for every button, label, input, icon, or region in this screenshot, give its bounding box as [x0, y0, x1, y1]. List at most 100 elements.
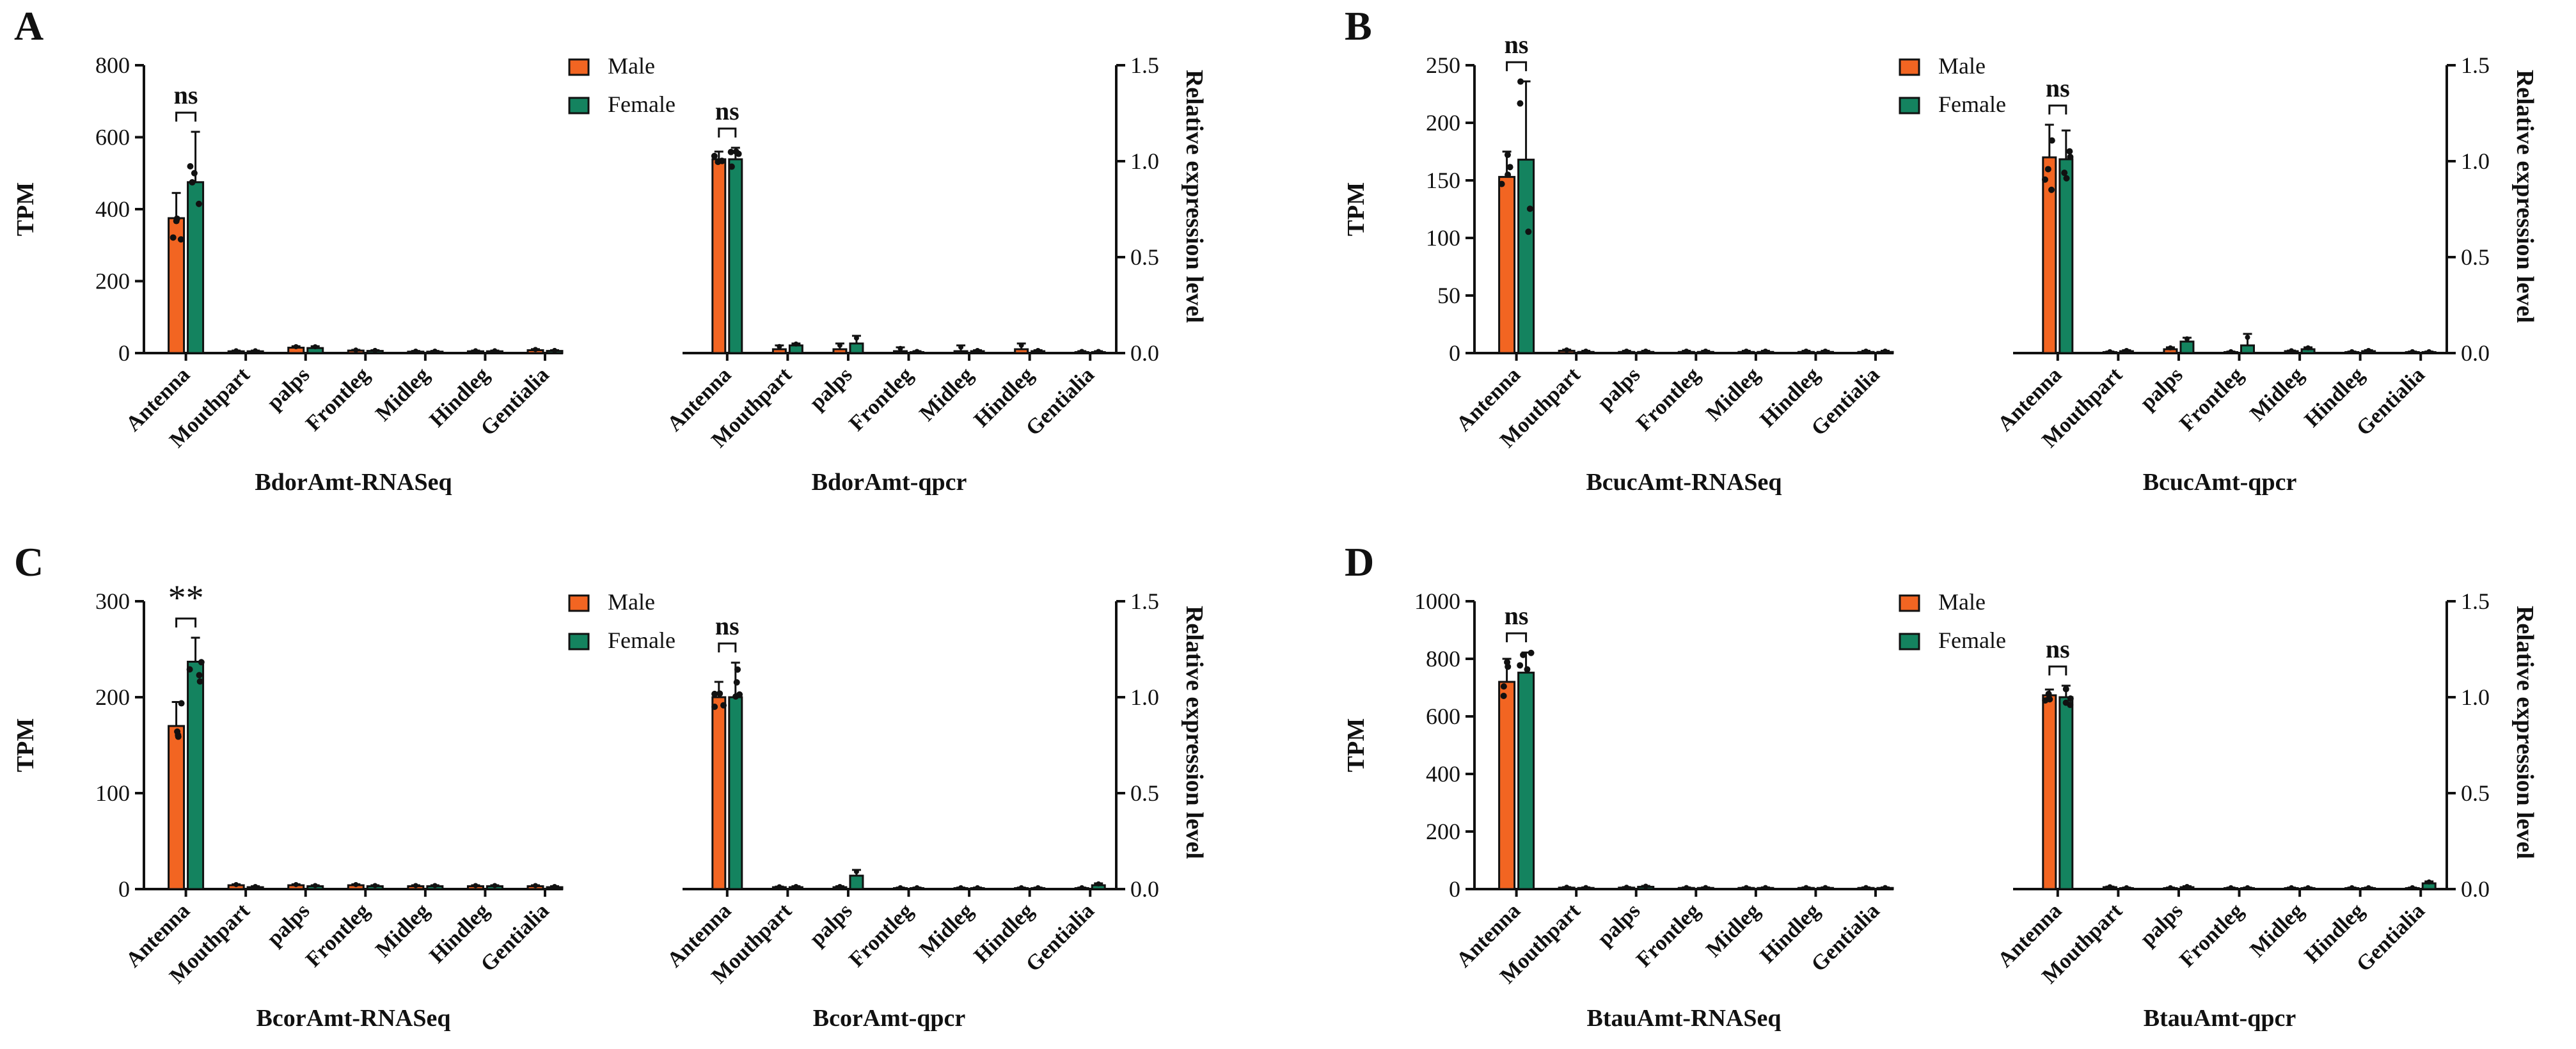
chart-title: BcucAmt-RNASeq: [1586, 469, 1782, 496]
data-point: [2062, 686, 2069, 693]
data-point: [1564, 885, 1570, 890]
data-point: [1762, 885, 1768, 890]
chart-title: BtauAmt-qpcr: [2144, 1005, 2296, 1032]
x-tick-label: palps: [262, 899, 314, 950]
data-point: [2167, 885, 2173, 890]
significance-bracket: [2048, 665, 2067, 675]
x-tick-label: Midleg: [2245, 899, 2308, 961]
data-point: [1822, 885, 1828, 890]
legend-swatch-male: [568, 58, 590, 76]
data-point: [853, 335, 859, 341]
data-point: [716, 690, 723, 697]
legend-label-male: Male: [1938, 53, 1986, 79]
y-tick-label: 1.0: [2461, 684, 2490, 710]
data-point: [552, 347, 558, 353]
legend-label-male: Male: [608, 589, 655, 615]
data-point: [727, 148, 734, 155]
y-axis-label: Relative expression level: [1181, 70, 1208, 323]
legend: Male Female: [1899, 53, 2006, 117]
data-point: [372, 347, 378, 353]
x-tick-label: Frontleg: [2175, 363, 2248, 436]
data-point: [734, 666, 741, 673]
chart-title: BdorAmt-RNASeq: [255, 469, 452, 496]
bar-female-antenna: [187, 661, 205, 890]
data-point: [2046, 695, 2053, 702]
data-point: [175, 732, 182, 739]
legend-swatch-female: [1899, 97, 1920, 114]
y-tick-label: 100: [95, 780, 130, 806]
data-point: [1504, 659, 1511, 666]
x-tick-label: Frontleg: [301, 899, 374, 972]
panel-letter: C: [14, 539, 43, 585]
x-tick-label: Frontleg: [1632, 363, 1705, 436]
data-point: [2426, 349, 2432, 354]
y-tick-label: 0: [118, 876, 130, 902]
bar-female-antenna: [1517, 672, 1535, 890]
data-point: [186, 666, 193, 673]
x-tick-label: Midleg: [2245, 363, 2308, 425]
x-tick-label: Midleg: [1702, 363, 1764, 425]
data-point: [1863, 348, 1869, 354]
y-tick-label: 150: [1426, 168, 1460, 193]
data-point: [2228, 349, 2234, 354]
legend-label-female: Female: [1938, 91, 2006, 117]
data-point: [233, 348, 239, 354]
data-point: [914, 885, 920, 890]
bar-female-antenna: [2058, 696, 2074, 890]
y-tick-label: 1.5: [2461, 588, 2490, 614]
data-point: [1096, 349, 1102, 354]
y-axis-label: TPM: [12, 718, 39, 772]
y-tick-label: 0.5: [1130, 780, 1159, 806]
data-point: [853, 869, 859, 874]
y-tick-label: 0.0: [1130, 340, 1159, 366]
y-tick-label: 1.0: [1130, 148, 1159, 174]
x-tick-label: palps: [805, 899, 857, 950]
legend-swatch-female: [568, 633, 590, 651]
data-point: [975, 885, 981, 890]
data-point: [1079, 885, 1085, 890]
y-tick-label: 1000: [1414, 588, 1460, 614]
y-tick-label: 0.5: [2461, 244, 2490, 270]
data-point: [837, 883, 842, 889]
y-tick-label: 400: [95, 196, 130, 222]
chart-title: BcucAmt-qpcr: [2143, 469, 2297, 496]
bar-female-antenna: [728, 158, 743, 354]
data-point: [1643, 883, 1648, 889]
data-point: [720, 702, 727, 709]
panel-letter: A: [14, 3, 43, 49]
significance-label: ns: [174, 81, 198, 109]
y-tick-label: 0.0: [1130, 876, 1159, 902]
data-point: [897, 885, 903, 890]
x-tick-label: Midleg: [915, 363, 977, 425]
data-point: [2305, 885, 2311, 890]
data-point: [1803, 885, 1809, 890]
data-point: [1703, 885, 1709, 890]
y-tick-label: 0.0: [2461, 340, 2490, 366]
data-point: [777, 343, 782, 349]
y-tick-label: 1.0: [1130, 684, 1159, 710]
data-point: [1583, 885, 1589, 890]
data-point: [1684, 348, 1689, 354]
data-point: [1803, 348, 1809, 354]
data-point: [1096, 881, 1102, 887]
bar-male-antenna: [711, 696, 727, 890]
significance-label: ns: [2046, 74, 2070, 102]
data-point: [837, 342, 842, 348]
significance-bracket: [175, 617, 197, 627]
data-point: [2048, 137, 2055, 144]
bar-male-antenna: [711, 158, 727, 354]
bar-female-palps: [2179, 340, 2195, 354]
data-point: [1506, 164, 1513, 171]
legend-swatch-female: [1899, 633, 1920, 651]
bar-male-antenna: [1498, 176, 1516, 354]
bar-female-antenna: [187, 181, 205, 354]
data-point: [2048, 186, 2055, 193]
data-point: [1500, 692, 1507, 699]
x-tick-label: Frontleg: [844, 899, 917, 972]
data-point: [195, 200, 202, 207]
data-point: [1517, 662, 1524, 669]
data-point: [1517, 78, 1524, 85]
data-point: [177, 236, 184, 243]
